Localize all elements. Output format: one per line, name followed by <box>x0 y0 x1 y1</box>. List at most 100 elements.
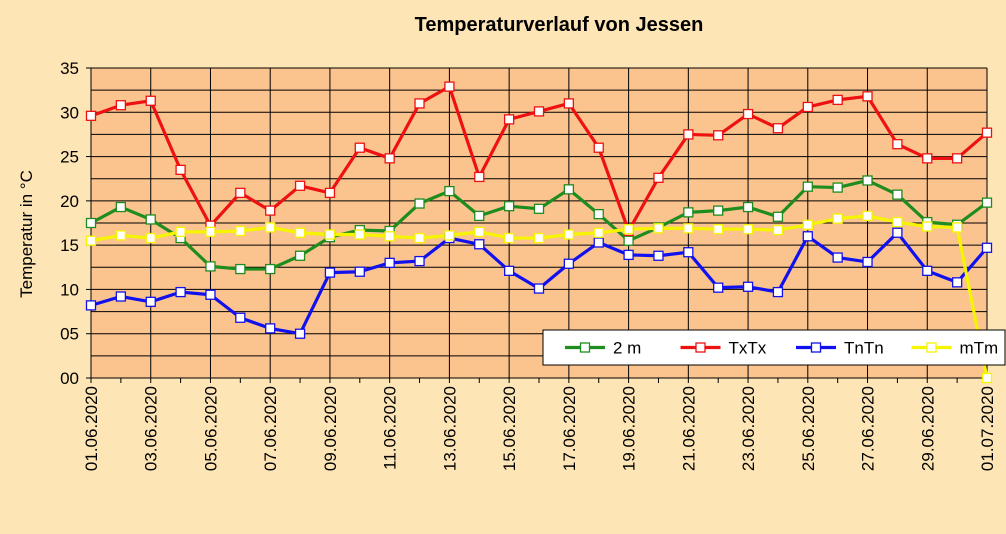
data-point <box>862 91 873 102</box>
y-tick-label: 20 <box>60 192 79 211</box>
x-tick-label: 25.06.2020 <box>799 386 818 471</box>
data-point <box>802 101 813 113</box>
data-point <box>145 214 156 225</box>
data-point <box>742 201 754 213</box>
data-point <box>384 153 395 164</box>
y-tick-label: 15 <box>60 236 79 255</box>
data-point <box>145 296 156 307</box>
data-point <box>235 312 246 323</box>
data-point <box>175 226 186 238</box>
data-point <box>474 239 485 250</box>
data-point <box>653 223 664 234</box>
data-point <box>922 265 933 276</box>
data-point <box>772 123 784 134</box>
data-point <box>115 291 127 302</box>
data-point <box>294 227 306 238</box>
data-point <box>981 127 993 138</box>
data-point <box>474 171 485 183</box>
data-point <box>951 277 963 288</box>
data-point <box>175 286 186 298</box>
y-tick-label: 25 <box>60 148 79 167</box>
data-point <box>922 153 933 164</box>
y-tick-label: 30 <box>60 103 79 122</box>
data-point <box>981 197 993 208</box>
data-point <box>474 226 485 238</box>
x-tick-label: 17.06.2020 <box>560 386 579 471</box>
x-tick-label: 03.06.2020 <box>142 386 161 471</box>
data-point <box>593 237 604 248</box>
data-point <box>175 164 186 176</box>
data-point <box>414 98 425 109</box>
legend-marker <box>926 342 937 353</box>
data-point <box>444 185 455 197</box>
x-tick-label: 01.06.2020 <box>82 386 101 471</box>
data-point <box>205 261 216 272</box>
data-point <box>503 201 515 212</box>
data-point <box>235 187 246 199</box>
x-tick-label: 01.07.2020 <box>978 386 997 471</box>
x-tick-label: 13.06.2020 <box>440 386 459 471</box>
data-point <box>294 250 306 261</box>
data-point <box>683 129 694 140</box>
data-point <box>892 227 903 238</box>
data-point <box>742 281 754 292</box>
data-point <box>145 95 156 106</box>
data-point <box>951 222 963 233</box>
data-point <box>265 205 276 216</box>
data-point <box>503 114 515 125</box>
data-point <box>683 223 694 234</box>
data-point <box>802 181 813 192</box>
data-point <box>832 213 843 224</box>
data-point <box>653 172 664 183</box>
y-axis-title: Temperatur in °C <box>17 170 36 298</box>
data-point <box>683 247 694 258</box>
data-point <box>115 230 127 241</box>
data-point <box>862 175 873 186</box>
legend-marker <box>579 342 591 353</box>
data-point <box>742 108 754 120</box>
data-point <box>713 224 724 235</box>
data-point <box>265 222 276 233</box>
data-point <box>354 142 365 153</box>
data-point <box>503 265 515 276</box>
data-point <box>384 257 395 269</box>
data-point <box>742 224 754 235</box>
x-tick-label: 15.06.2020 <box>500 386 519 471</box>
data-point <box>85 217 97 229</box>
data-point <box>802 231 813 242</box>
data-point <box>593 142 604 153</box>
data-point <box>683 207 694 218</box>
data-point <box>862 256 873 268</box>
data-point <box>563 98 575 109</box>
data-point <box>533 232 545 244</box>
data-point <box>981 242 993 253</box>
legend-label: 2 m <box>613 339 641 358</box>
data-point <box>832 252 843 263</box>
x-tick-label: 29.06.2020 <box>918 386 937 471</box>
x-tick-label: 23.06.2020 <box>739 386 758 471</box>
data-point <box>265 323 276 334</box>
data-point <box>474 210 485 222</box>
data-point <box>85 300 97 311</box>
x-tick-label: 05.06.2020 <box>201 386 220 471</box>
data-point <box>713 130 724 141</box>
data-point <box>533 203 545 214</box>
data-point <box>265 263 276 275</box>
data-point <box>324 267 336 278</box>
data-point <box>981 372 993 384</box>
data-point <box>414 255 425 267</box>
x-tick-label: 19.06.2020 <box>620 386 639 471</box>
data-point <box>802 219 813 230</box>
data-point <box>623 249 634 261</box>
legend-marker <box>810 342 822 353</box>
data-point <box>205 289 216 300</box>
legend-label: TxTx <box>729 339 767 358</box>
x-tick-label: 21.06.2020 <box>679 386 698 471</box>
data-point <box>414 232 425 244</box>
legend-label: mTm <box>960 339 999 358</box>
data-point <box>623 224 634 235</box>
data-point <box>713 282 724 293</box>
data-point <box>772 211 784 222</box>
